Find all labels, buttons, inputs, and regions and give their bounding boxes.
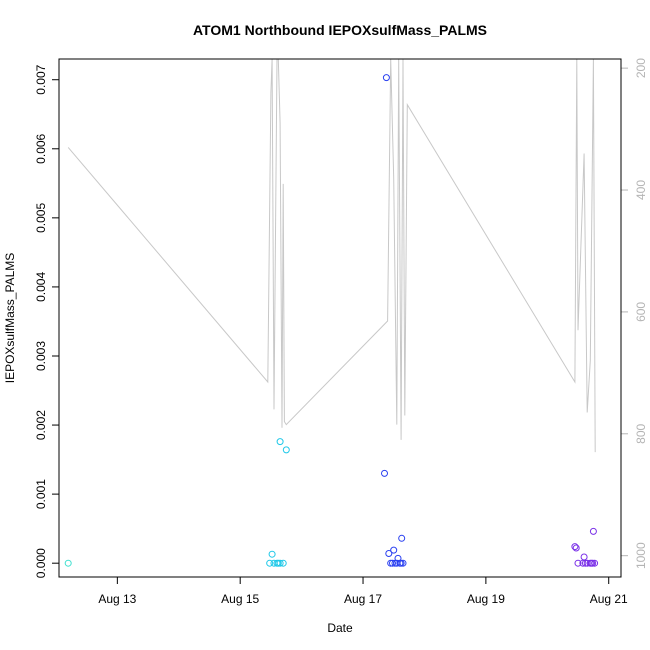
- pressure-line-layer: [67, 58, 596, 453]
- y-axis-label: IEPOXsulfMass_PALMS: [3, 253, 17, 384]
- y2-tick-label: 1000: [634, 542, 648, 569]
- x-tick-label: Aug 17: [344, 592, 382, 606]
- data-point: [397, 559, 405, 567]
- y2-tick-label: 800: [634, 423, 648, 443]
- data-point: [64, 559, 72, 567]
- data-point: [381, 469, 388, 477]
- data-point: [385, 550, 393, 557]
- data-point: [279, 559, 287, 567]
- y-tick-label: 0.005: [34, 203, 48, 233]
- y-tick-label: 0.003: [34, 341, 48, 371]
- data-point: [394, 554, 402, 562]
- x-tick-label: Aug 15: [221, 592, 259, 606]
- data-point: [266, 559, 274, 567]
- y-tick-label: 0.004: [34, 272, 48, 302]
- data-point: [382, 74, 390, 82]
- data-point: [268, 550, 276, 558]
- y-tick-label: 0.002: [34, 410, 48, 440]
- data-point: [572, 544, 580, 552]
- data-point: [591, 559, 599, 567]
- axes-layer: Aug 13 Aug 15 Aug 17 Aug 19 Aug 21 0.000 0.001…: [34, 58, 648, 606]
- data-point: [276, 438, 284, 446]
- data-point: [574, 559, 582, 567]
- plot-frame: [58, 58, 622, 578]
- data-point: [389, 559, 396, 567]
- y2-tick-label: 600: [634, 302, 648, 322]
- data-point: [589, 527, 597, 535]
- data-point: [390, 546, 398, 554]
- x-tick-label: Aug 19: [467, 592, 505, 606]
- y2-tick-label: 400: [634, 180, 648, 200]
- y-tick-label: 0.000: [34, 548, 48, 578]
- data-point: [399, 559, 407, 567]
- data-points-layer: [64, 74, 599, 567]
- data-point: [571, 543, 579, 551]
- data-point: [276, 559, 284, 567]
- y2-tick-label: 200: [634, 58, 648, 78]
- y-tick-label: 0.006: [34, 133, 48, 163]
- chart-title: ATOM1 Northbound IEPOXsulfMass_PALMS: [193, 22, 487, 38]
- y-tick-label: 0.007: [34, 64, 48, 94]
- x-tick-label: Aug 13: [98, 592, 136, 606]
- data-point: [589, 559, 597, 567]
- x-tick-label: Aug 21: [590, 592, 628, 606]
- x-axis-label: Date: [327, 621, 353, 635]
- y-tick-label: 0.001: [34, 479, 48, 509]
- data-point: [398, 534, 406, 542]
- pressure-line: [67, 58, 596, 453]
- data-point: [282, 446, 290, 454]
